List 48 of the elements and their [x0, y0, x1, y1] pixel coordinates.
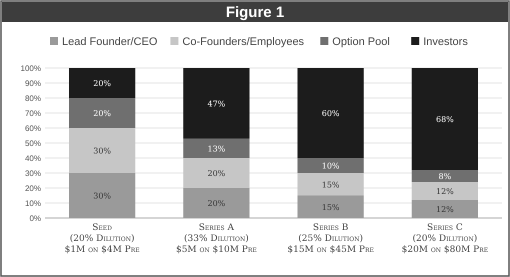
chart-title: Figure 1: [226, 4, 284, 21]
data-label: 20%: [93, 109, 112, 118]
bar: [412, 68, 478, 170]
y-tick-label: 100%: [20, 64, 41, 73]
data-label: 60%: [322, 109, 340, 118]
y-tick-label: 40%: [24, 154, 41, 163]
data-label: 15%: [322, 180, 340, 190]
y-tick-label: 60%: [24, 124, 41, 133]
bar: [297, 68, 364, 158]
data-label: 20%: [207, 199, 226, 208]
bar: [183, 68, 250, 138]
bar: [183, 138, 250, 158]
x-tick-label: Series B (25% Dilution) $15M on $45M Pre: [287, 223, 374, 255]
bar: [297, 158, 364, 173]
data-label: 15%: [322, 202, 340, 212]
legend-label: Co-Founders/Employees: [182, 36, 305, 48]
x-tick-label: Seed (20% Dilution) $1M on $4M Pre: [64, 223, 140, 255]
y-tick-label: 50%: [24, 139, 41, 148]
data-label: 12%: [436, 205, 454, 214]
y-tick-label: 0%: [29, 214, 41, 223]
y-tick-label: 80%: [24, 94, 41, 103]
x-tick-label: Series C (20% Dilution) $20M on $80M Pre: [402, 223, 488, 255]
bar: [297, 173, 364, 196]
bar: [183, 158, 250, 188]
data-label: 10%: [322, 162, 340, 170]
bar: [68, 98, 136, 128]
data-label: 13%: [207, 144, 226, 154]
bar: [68, 68, 136, 98]
x-tick-label: Series A (33% Dilution) $5M on $10M Pre: [176, 223, 257, 255]
data-label: 8%: [438, 172, 452, 181]
data-label: 47%: [207, 99, 226, 108]
legend-label: Investors: [423, 36, 468, 48]
data-label: 20%: [93, 79, 112, 88]
y-tick-label: 30%: [24, 169, 41, 178]
data-label: 20%: [207, 169, 226, 178]
bar: [412, 182, 478, 200]
data-label: 30%: [93, 192, 112, 200]
legend-label: Lead Founder/CEO: [62, 36, 158, 48]
bar: [412, 170, 478, 182]
y-tick-label: 70%: [24, 109, 41, 118]
data-label: 68%: [436, 115, 454, 124]
data-label: 30%: [93, 146, 112, 156]
bar: [68, 128, 136, 173]
data-label: 12%: [436, 187, 454, 196]
legend-label: Option Pool: [332, 36, 390, 48]
y-tick-label: 90%: [24, 79, 41, 88]
y-tick-label: 20%: [24, 184, 41, 193]
y-tick-label: 10%: [24, 199, 41, 208]
